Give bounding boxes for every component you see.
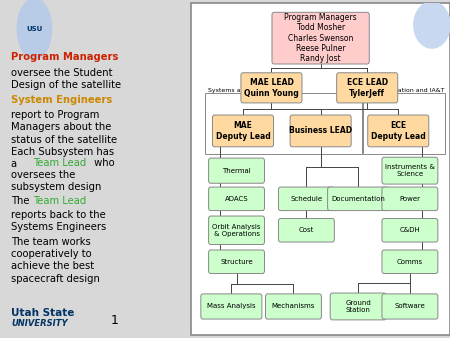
Text: report to Program
Managers about the
status of the satellite: report to Program Managers about the sta… xyxy=(12,110,117,145)
FancyBboxPatch shape xyxy=(209,158,265,183)
Text: oversees the
subsystem design: oversees the subsystem design xyxy=(12,170,102,192)
Text: ADACS: ADACS xyxy=(225,196,248,202)
Text: Systems and Safety: Systems and Safety xyxy=(208,89,270,94)
Text: Cost: Cost xyxy=(299,227,314,233)
Text: Instruments &
Science: Instruments & Science xyxy=(385,164,435,177)
FancyBboxPatch shape xyxy=(279,219,334,242)
FancyBboxPatch shape xyxy=(272,12,369,64)
FancyBboxPatch shape xyxy=(382,294,438,319)
Text: Team Lead: Team Lead xyxy=(33,196,87,206)
Text: Structure: Structure xyxy=(220,259,253,265)
Circle shape xyxy=(414,2,450,48)
Text: Power: Power xyxy=(400,196,420,202)
Text: MAE LEAD
Quinn Young: MAE LEAD Quinn Young xyxy=(244,78,299,98)
Text: Thermal: Thermal xyxy=(222,168,251,174)
Text: The: The xyxy=(12,196,33,206)
FancyBboxPatch shape xyxy=(209,216,265,244)
Text: System Engineers: System Engineers xyxy=(12,95,112,105)
FancyBboxPatch shape xyxy=(330,293,386,320)
Text: ECE
Deputy Lead: ECE Deputy Lead xyxy=(371,121,426,141)
Text: Orbit Analysis
& Operations: Orbit Analysis & Operations xyxy=(212,224,261,237)
FancyBboxPatch shape xyxy=(201,294,262,319)
Text: Software: Software xyxy=(395,304,425,310)
Text: Program Managers
Todd Mosher
Charles Swenson
Reese Pulner
Randy Jost: Program Managers Todd Mosher Charles Swe… xyxy=(284,13,357,64)
FancyBboxPatch shape xyxy=(382,250,438,273)
FancyBboxPatch shape xyxy=(290,115,351,147)
Text: Mass Analysis: Mass Analysis xyxy=(207,304,256,310)
Text: oversee the Student
Design of the satellite: oversee the Student Design of the satell… xyxy=(12,68,122,90)
Text: Documentation and IA&T: Documentation and IA&T xyxy=(364,89,444,94)
Text: Each Subsystem has
a: Each Subsystem has a xyxy=(12,147,115,169)
Text: The team works
cooperatively to
achieve the best
spacecraft design: The team works cooperatively to achieve … xyxy=(12,237,100,284)
FancyBboxPatch shape xyxy=(241,73,302,103)
Text: Program Managers: Program Managers xyxy=(12,52,119,63)
Text: Ground
Station: Ground Station xyxy=(345,300,371,313)
Text: Comms: Comms xyxy=(397,259,423,265)
Text: who: who xyxy=(91,158,114,168)
FancyBboxPatch shape xyxy=(337,73,398,103)
Text: USU: USU xyxy=(26,26,43,32)
FancyBboxPatch shape xyxy=(212,115,274,147)
FancyBboxPatch shape xyxy=(382,219,438,242)
Text: Business LEAD: Business LEAD xyxy=(289,126,352,136)
Text: Mechanisms: Mechanisms xyxy=(272,304,315,310)
Text: C&DH: C&DH xyxy=(400,227,420,233)
Bar xyxy=(206,93,362,154)
Text: Utah State: Utah State xyxy=(12,308,75,318)
Text: MAE
Deputy Lead: MAE Deputy Lead xyxy=(216,121,270,141)
FancyBboxPatch shape xyxy=(382,157,438,184)
FancyBboxPatch shape xyxy=(382,187,438,211)
FancyBboxPatch shape xyxy=(209,187,265,211)
Text: UNIVERSITY: UNIVERSITY xyxy=(12,319,68,329)
Bar xyxy=(363,93,445,154)
Text: ECE LEAD
TylerJeff: ECE LEAD TylerJeff xyxy=(346,78,388,98)
FancyBboxPatch shape xyxy=(266,294,321,319)
FancyBboxPatch shape xyxy=(209,250,265,273)
Text: 1: 1 xyxy=(111,314,119,327)
Circle shape xyxy=(17,0,52,59)
FancyBboxPatch shape xyxy=(368,115,429,147)
Text: reports back to the
Systems Engineers: reports back to the Systems Engineers xyxy=(12,210,107,232)
FancyBboxPatch shape xyxy=(328,187,389,211)
Text: Team Lead: Team Lead xyxy=(33,158,87,168)
Text: Documentation: Documentation xyxy=(331,196,385,202)
Text: Schedule: Schedule xyxy=(290,196,323,202)
FancyBboxPatch shape xyxy=(279,187,334,211)
